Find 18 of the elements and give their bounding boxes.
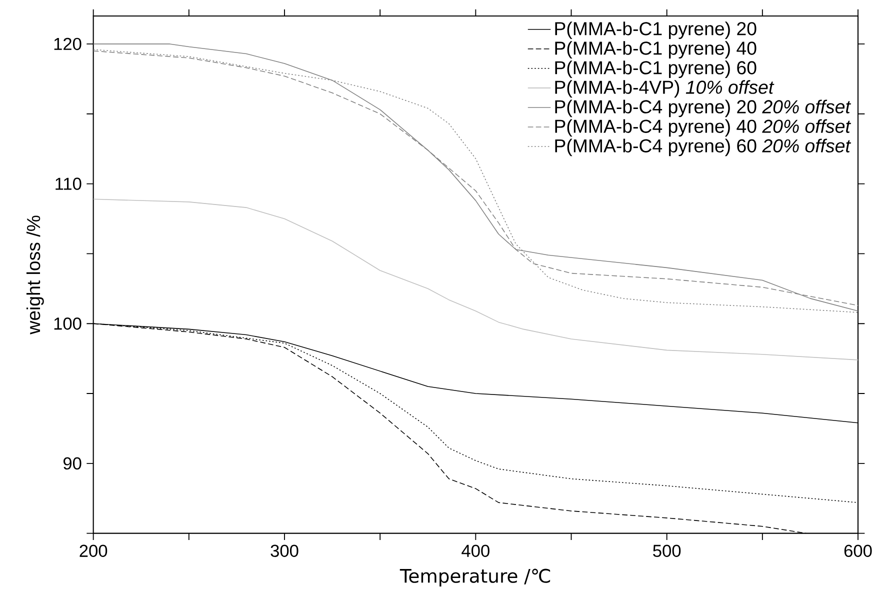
x-axis-title: Temperature /℃: [400, 568, 550, 587]
x-tick-label: 200: [80, 544, 108, 557]
x-tick-label: 300: [270, 544, 298, 557]
legend-label: P(MMA-b-C1 pyrene) 20: [555, 22, 756, 39]
y-axis-title: weight loss /%: [26, 216, 44, 334]
legend-label: P(MMA-b-C4 pyrene) 40 20% offset: [555, 119, 852, 137]
y-tick-label: 90: [63, 457, 82, 470]
y-tick-label: 100: [54, 317, 82, 330]
x-tick-label: 600: [844, 544, 872, 557]
legend-label: P(MMA-b-C4 pyrene) 20 20% offset: [555, 100, 852, 118]
x-tick-label: 500: [653, 544, 681, 557]
legend-label: P(MMA-b-C1 pyrene) 60: [555, 60, 756, 78]
legend-label: P(MMA-b-C1 pyrene) 40: [555, 41, 756, 59]
y-tick-label: 110: [56, 178, 82, 190]
y-tick-label: 120: [54, 38, 82, 50]
legend-label: P(MMA-b-C4 pyrene) 60 20% offset: [555, 138, 852, 156]
legend-label: P(MMA-b-4VP) 10% offset: [555, 80, 774, 98]
x-tick-label: 400: [462, 544, 490, 557]
